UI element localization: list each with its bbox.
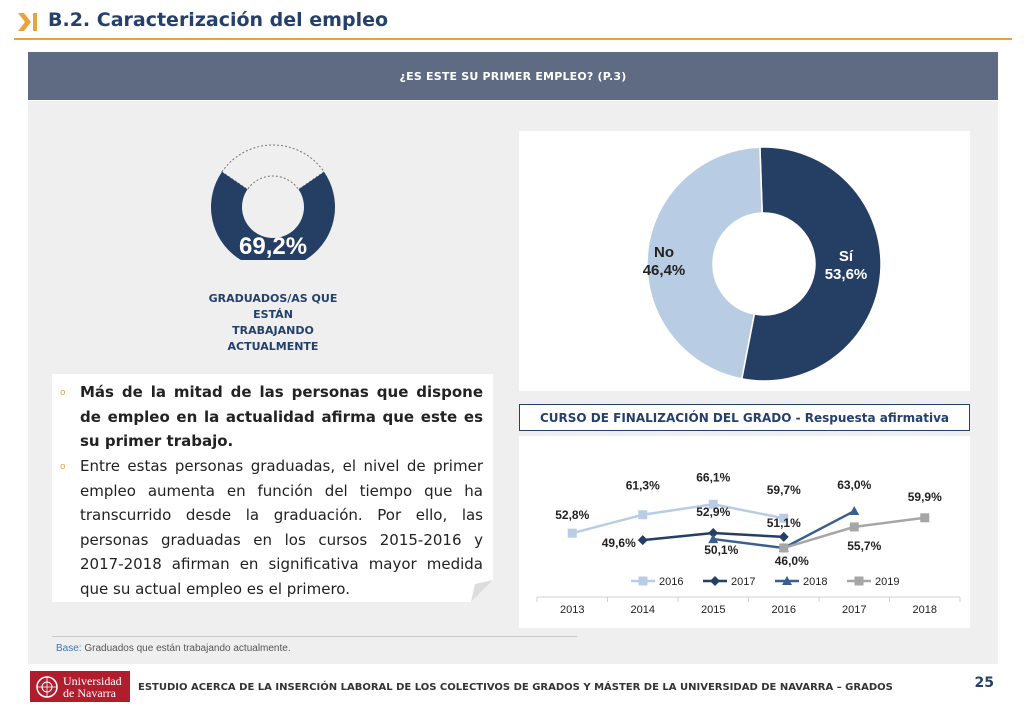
data-label-2017: 49,6%	[602, 536, 636, 550]
x-tick-label: 2015	[701, 604, 725, 616]
data-point-2016	[779, 513, 789, 523]
data-label-2017: 51,1%	[767, 516, 801, 530]
working-donut-remaining	[221, 144, 325, 191]
data-label-2018: 63,0%	[837, 478, 871, 492]
legend-label-2018: 2018	[803, 576, 827, 588]
finding-detail: Entre estas personas graduadas, el nivel…	[80, 457, 483, 598]
slice-si	[740, 146, 882, 382]
base-divider	[52, 636, 577, 637]
data-point-2017	[778, 531, 789, 542]
footer-text: ESTUDIO ACERCA DE LA INSERCIÓN LABORAL D…	[138, 682, 893, 693]
data-label-2016: 52,8%	[555, 508, 589, 522]
data-point-2016	[567, 528, 577, 538]
x-tick-label: 2018	[913, 604, 937, 616]
data-point-2016	[638, 510, 648, 520]
logo-text: Universidad de Navarra	[63, 673, 122, 700]
slice-label-no: No 46,4%	[642, 244, 686, 279]
data-label-2016: 61,3%	[626, 479, 660, 493]
legend-marker-2019	[854, 576, 864, 586]
x-tick-label: 2017	[842, 604, 866, 616]
crest-icon	[36, 675, 58, 698]
findings-box: o Más de la mitad de las personas que di…	[52, 374, 493, 602]
page-title: B.2. Caracterización del empleo	[48, 9, 389, 31]
legend-marker-2018	[782, 576, 792, 585]
line-chart-title: CURSO DE FINALIZACIÓN DEL GRADO - Respue…	[519, 404, 970, 431]
first-job-donut-card: No 46,4% Sí 53,6%	[519, 131, 970, 391]
working-label: GRADUADOS/AS QUE ESTÁN TRABAJANDO ACTUAL…	[208, 292, 338, 353]
header-rule	[14, 38, 1012, 40]
data-point-2017	[637, 535, 648, 546]
legend-label-2017: 2017	[731, 576, 755, 588]
legend-label-2016: 2016	[659, 576, 683, 588]
first-job-donut	[646, 146, 882, 382]
base-note: Base: Graduados que están trabajando act…	[56, 643, 291, 654]
slice-label-si: Sí 53,6%	[824, 248, 868, 283]
legend-marker-2017	[710, 576, 720, 586]
working-donut	[211, 144, 335, 260]
bullet-marker: o	[60, 462, 66, 472]
trend-chart-card: 2013 2014 2015 2016 2017 2018 52,8% 61,3% 66,1% 5…	[519, 436, 970, 628]
data-label-2017: 52,9%	[696, 505, 730, 519]
series-line-2016	[571, 503, 784, 535]
working-donut-value	[211, 171, 335, 260]
data-label-2016: 66,1%	[696, 470, 730, 484]
chevron-bar-icon	[18, 13, 37, 31]
legend-marker-2016	[638, 576, 648, 586]
x-tick-label: 2014	[631, 604, 655, 616]
data-label-2018: 50,1%	[704, 543, 738, 557]
x-tick-label: 2016	[772, 604, 796, 616]
university-logo: Universidad de Navarra	[30, 671, 130, 702]
data-point-2019	[779, 543, 789, 553]
data-point-2017	[708, 527, 719, 538]
finding-main: Más de la mitad de las personas que disp…	[80, 383, 483, 450]
bullet-marker: o	[60, 388, 66, 398]
data-label-2018: 46,0%	[775, 554, 809, 568]
data-point-2019	[920, 513, 930, 523]
x-tick-label: 2013	[560, 604, 584, 616]
data-label-2019: 59,9%	[908, 490, 942, 504]
working-percentage: 69,2%	[239, 233, 308, 260]
trend-chart: 2013 2014 2015 2016 2017 2018 52,8% 61,3% 66,1% 5…	[536, 470, 961, 616]
data-label-2019: 55,7%	[847, 539, 881, 553]
slice-no	[646, 146, 763, 380]
data-point-2019	[849, 522, 859, 532]
page-fold-icon	[471, 580, 493, 602]
data-point-2018	[849, 506, 860, 516]
legend-label-2019: 2019	[875, 576, 899, 588]
data-point-2016	[708, 499, 718, 509]
data-point-2018	[708, 534, 719, 544]
data-label-2016: 59,7%	[767, 483, 801, 497]
page-number: 25	[974, 675, 994, 691]
question-banner: ¿ES ESTE SU PRIMER EMPLEO? (P.3)	[28, 52, 998, 100]
